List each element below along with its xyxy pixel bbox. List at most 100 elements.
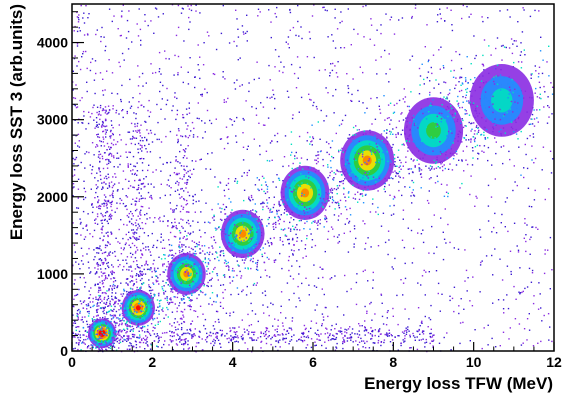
background-bin	[323, 120, 325, 122]
background-bin	[130, 280, 133, 282]
background-bin	[392, 177, 394, 180]
background-bin	[106, 299, 108, 301]
background-bin	[411, 191, 413, 194]
background-bin	[519, 293, 521, 295]
background-bin	[212, 332, 214, 335]
background-bin	[189, 308, 192, 311]
background-bin	[223, 147, 226, 150]
background-bin	[344, 196, 346, 198]
background-bin	[182, 237, 184, 239]
background-bin	[328, 143, 330, 145]
background-bin	[157, 335, 159, 337]
background-bin	[166, 275, 168, 277]
background-bin	[494, 178, 496, 180]
background-bin	[147, 246, 149, 248]
background-bin	[225, 126, 228, 128]
background-bin	[220, 335, 223, 337]
background-bin	[321, 313, 324, 315]
background-bin	[332, 334, 334, 336]
cluster-bin	[142, 325, 144, 328]
background-bin	[159, 197, 161, 199]
background-bin	[127, 238, 129, 241]
cluster-bin	[325, 200, 328, 202]
cluster-bin	[297, 185, 300, 187]
background-bin	[189, 169, 191, 172]
background-bin	[403, 332, 405, 334]
cluster-level	[300, 188, 310, 198]
background-bin	[451, 297, 454, 300]
background-bin	[191, 160, 193, 162]
background-bin	[137, 129, 139, 132]
cluster-bin	[144, 317, 146, 319]
background-bin	[117, 303, 119, 305]
background-bin	[194, 211, 196, 213]
background-bin	[277, 215, 279, 218]
background-bin	[364, 327, 366, 329]
background-bin	[293, 292, 295, 295]
background-bin	[210, 236, 213, 239]
background-bin	[101, 232, 103, 234]
cluster-bin	[254, 210, 257, 212]
background-bin	[318, 335, 320, 337]
background-bin	[406, 105, 409, 108]
background-bin	[79, 223, 82, 225]
background-bin	[110, 203, 113, 205]
background-bin	[75, 294, 78, 296]
background-bin	[101, 300, 103, 302]
background-bin	[84, 236, 87, 238]
background-bin	[551, 340, 553, 343]
background-bin	[157, 267, 159, 270]
background-bin	[371, 334, 373, 336]
background-bin	[149, 217, 151, 219]
background-bin	[225, 101, 227, 103]
background-bin	[141, 253, 143, 255]
background-bin	[171, 222, 173, 224]
background-bin	[394, 257, 396, 260]
cluster-bin	[269, 209, 271, 211]
cluster-bin	[124, 309, 127, 312]
background-bin	[521, 31, 524, 33]
background-bin	[325, 306, 327, 309]
cluster-bin	[219, 246, 221, 248]
background-bin	[194, 76, 196, 78]
background-bin	[258, 189, 260, 192]
background-bin	[99, 247, 101, 250]
background-bin	[191, 173, 193, 175]
cluster-bin	[331, 140, 334, 142]
background-bin	[73, 244, 76, 246]
background-bin	[394, 161, 396, 163]
background-bin	[129, 281, 131, 283]
cluster-bin	[123, 320, 125, 322]
background-bin	[428, 190, 430, 192]
background-bin	[199, 248, 201, 250]
background-bin	[135, 346, 138, 349]
cluster-bin	[255, 243, 257, 246]
background-bin	[341, 119, 344, 122]
background-bin	[187, 5, 189, 7]
background-bin	[190, 9, 193, 12]
background-bin	[191, 336, 193, 338]
background-bin	[206, 109, 209, 112]
background-bin	[398, 175, 400, 177]
background-bin	[322, 158, 324, 161]
cluster-bin	[199, 290, 202, 292]
background-bin	[179, 150, 181, 153]
background-bin	[83, 34, 86, 36]
cluster-bin	[186, 235, 188, 237]
background-bin	[378, 105, 380, 107]
cluster-bin	[291, 204, 293, 206]
background-bin	[412, 160, 414, 162]
background-bin	[112, 190, 114, 192]
background-bin	[339, 330, 341, 332]
background-bin	[405, 333, 408, 335]
background-bin	[338, 215, 340, 217]
background-bin	[134, 222, 137, 224]
background-bin	[339, 22, 341, 24]
background-bin	[213, 300, 215, 303]
background-bin	[130, 218, 133, 220]
background-bin	[190, 130, 192, 132]
background-bin	[298, 297, 300, 299]
cluster-bin	[178, 246, 181, 248]
background-bin	[266, 240, 269, 242]
background-bin	[395, 175, 397, 177]
